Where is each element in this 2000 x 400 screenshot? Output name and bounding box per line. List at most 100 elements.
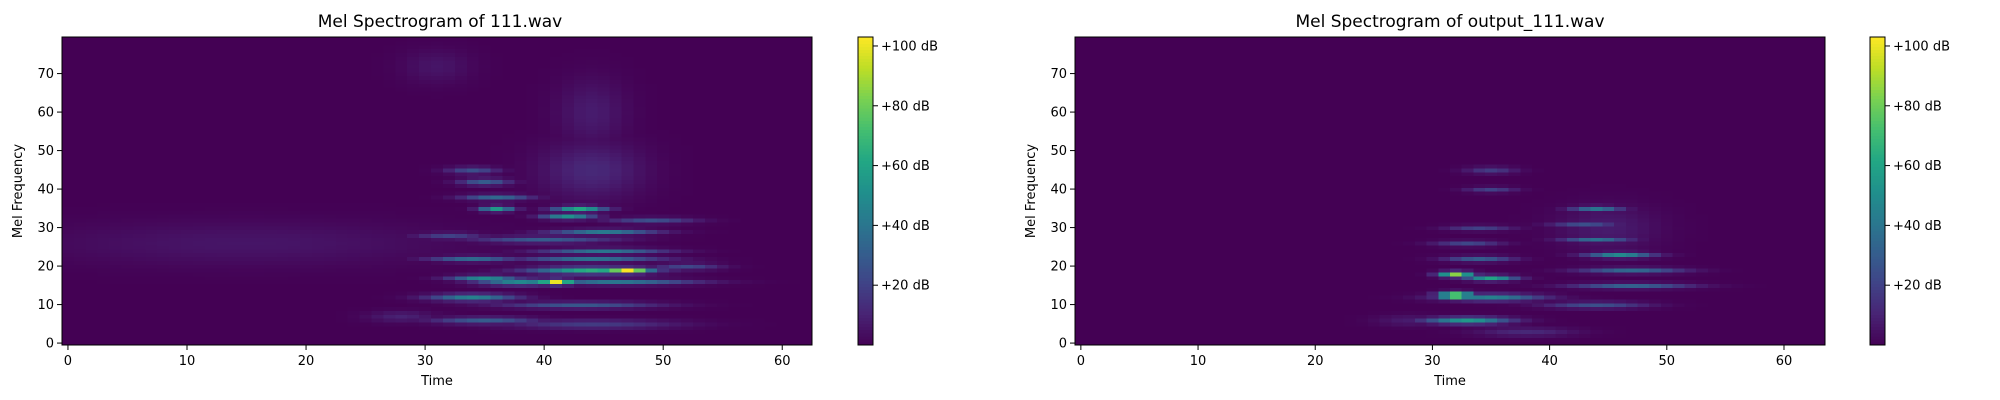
heatmap-cell [97, 191, 111, 196]
heatmap-cell [157, 248, 170, 254]
heatmap-cell [454, 279, 468, 284]
heatmap-cell [407, 37, 420, 42]
heatmap-cell [764, 233, 777, 238]
heatmap-cell [395, 214, 408, 219]
heatmap-cell [192, 40, 206, 46]
heatmap-cell [359, 287, 373, 292]
heatmap-cell [276, 63, 289, 69]
heatmap-cell [85, 152, 99, 157]
heatmap-cell [73, 248, 87, 254]
heatmap-cell [621, 71, 635, 77]
heatmap-cell [192, 256, 206, 261]
heatmap-cell [419, 106, 432, 111]
heatmap-cell [550, 52, 563, 57]
heatmap-cell [109, 67, 123, 73]
heatmap-cell [585, 171, 599, 177]
heatmap-cell [788, 237, 801, 242]
heatmap-cell [633, 252, 646, 258]
heatmap-cell [550, 283, 563, 288]
heatmap-cell [514, 310, 527, 315]
heatmap-cell [692, 187, 706, 192]
heatmap-cell [192, 229, 206, 234]
heatmap-cell [192, 60, 206, 65]
heatmap-cell [621, 98, 635, 104]
heatmap-cell [359, 202, 373, 207]
heatmap-cell [716, 210, 730, 215]
heatmap-cell [73, 217, 87, 223]
heatmap-cell [573, 244, 587, 250]
heatmap-cell [466, 268, 480, 273]
heatmap-cell [323, 221, 337, 227]
heatmap-cell [728, 40, 742, 46]
heatmap-cell [300, 140, 313, 146]
heatmap-cell [145, 337, 158, 342]
heatmap-cell [192, 283, 206, 288]
heatmap-cell [764, 310, 777, 315]
heatmap-cell [478, 202, 492, 207]
heatmap-cell [73, 148, 87, 154]
heatmap-cell [347, 206, 361, 211]
heatmap-cell [692, 268, 706, 273]
heatmap-cell [216, 140, 230, 146]
heatmap-cell [645, 160, 658, 165]
heatmap-cell [181, 125, 194, 130]
heatmap-cell [371, 75, 385, 80]
heatmap-cell [157, 214, 170, 219]
heatmap-cell [145, 318, 158, 323]
heatmap-cell [383, 137, 396, 142]
heatmap-cell [62, 140, 75, 146]
heatmap-cell [157, 210, 170, 215]
heatmap-cell [478, 341, 492, 346]
heatmap-cell [752, 117, 765, 123]
heatmap-cell [371, 152, 385, 157]
heatmap-cell [669, 98, 682, 104]
heatmap-cell [490, 110, 504, 115]
heatmap-cell [550, 206, 563, 211]
heatmap-cell [788, 114, 801, 119]
heatmap-cell [669, 167, 682, 173]
heatmap-cell [609, 268, 623, 273]
heatmap-cell [538, 152, 551, 157]
heatmap-cell [562, 87, 575, 92]
heatmap-cell [752, 44, 765, 50]
heatmap-cell [192, 252, 206, 258]
heatmap-cell [121, 333, 135, 338]
heatmap-cell [692, 106, 706, 111]
heatmap-cell [371, 283, 385, 288]
heatmap-cell [157, 137, 170, 142]
heatmap-cell [692, 260, 706, 265]
heatmap-cell [562, 337, 575, 342]
heatmap-cell [704, 152, 718, 157]
heatmap-cell [383, 252, 396, 258]
heatmap-cell [383, 167, 396, 173]
heatmap-cell [97, 306, 111, 311]
heatmap-cell [538, 183, 551, 188]
heatmap-cell [62, 221, 75, 227]
heatmap-cell [585, 214, 599, 219]
heatmap-cell [597, 202, 611, 207]
heatmap-cell [133, 160, 146, 165]
heatmap-cell [752, 191, 765, 196]
heatmap-cell [621, 214, 635, 219]
heatmap-cell [192, 133, 206, 138]
heatmap-cell [62, 217, 75, 223]
heatmap-cell [562, 260, 575, 265]
heatmap-cell [419, 71, 432, 77]
heatmap-cell [692, 291, 706, 296]
heatmap-cell [204, 264, 218, 269]
heatmap-cell [133, 40, 146, 46]
heatmap-cell [538, 294, 551, 300]
heatmap-cell [740, 233, 754, 238]
heatmap-cell [395, 321, 408, 327]
heatmap-cell [359, 56, 373, 61]
heatmap-cell [681, 237, 694, 242]
heatmap-cell [740, 325, 754, 331]
heatmap-cell [335, 279, 349, 284]
heatmap-cell [585, 310, 599, 315]
heatmap-cell [431, 248, 444, 254]
heatmap-cell [716, 106, 730, 111]
heatmap-cell [526, 160, 539, 165]
heatmap-cell [312, 164, 325, 169]
heatmap-cell [752, 164, 765, 169]
heatmap-cell [419, 283, 432, 288]
